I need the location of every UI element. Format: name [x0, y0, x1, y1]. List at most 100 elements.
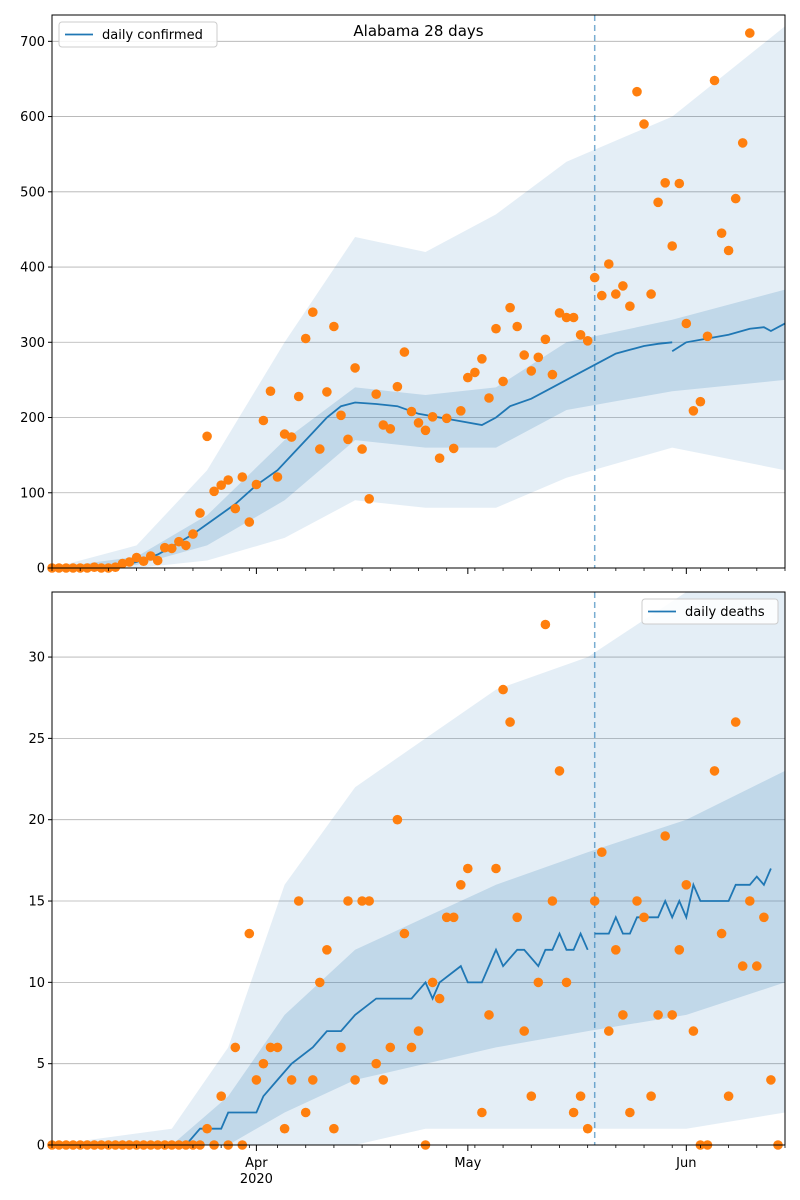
observed-point	[392, 814, 403, 825]
observed-point	[357, 896, 367, 906]
chart-title: Alabama 28 days	[353, 22, 483, 40]
observed-point	[745, 28, 755, 38]
observed-point	[688, 1026, 699, 1036]
observed-point	[434, 993, 445, 1004]
observed-point	[632, 896, 642, 906]
observed-point	[202, 1123, 212, 1134]
observed-point	[427, 412, 438, 422]
observed-point	[322, 945, 332, 955]
observed-point	[202, 431, 212, 442]
observed-point	[484, 393, 494, 403]
observed-point	[110, 562, 121, 572]
observed-point	[477, 1107, 487, 1118]
observed-point	[597, 847, 607, 857]
legend: daily confirmed	[58, 21, 218, 48]
observed-point	[216, 480, 226, 491]
observed-point	[188, 529, 198, 539]
observed-point	[441, 912, 452, 923]
observed-point	[646, 1091, 656, 1101]
observed-point	[604, 1026, 614, 1036]
observed-point	[371, 389, 382, 400]
observed-point	[554, 766, 565, 776]
y-tick-label: 20	[28, 813, 45, 828]
observed-point	[350, 1075, 360, 1085]
observed-point	[681, 318, 692, 329]
observed-point	[138, 556, 149, 566]
observed-point	[737, 961, 748, 971]
observed-point	[329, 1123, 339, 1134]
y-tick-label: 400	[20, 261, 45, 276]
observed-point	[491, 323, 501, 334]
observed-point	[639, 912, 649, 923]
observed-point	[167, 543, 177, 554]
observed-point	[491, 863, 501, 874]
observed-point	[434, 453, 445, 464]
observed-point	[364, 896, 375, 906]
observed-point	[568, 1107, 579, 1118]
legend-box	[58, 21, 218, 48]
observed-point	[759, 912, 769, 923]
legend-label: daily deaths	[685, 605, 765, 620]
observed-point	[195, 508, 205, 518]
observed-point	[660, 831, 670, 841]
observed-point	[427, 977, 438, 988]
observed-point	[723, 1091, 734, 1101]
y-tick-label: 700	[20, 35, 45, 50]
observed-point	[484, 1010, 494, 1020]
legend-box	[641, 598, 779, 625]
outer-uncertainty-band	[52, 592, 785, 1145]
observed-point	[702, 331, 713, 342]
observed-point	[350, 363, 360, 373]
observed-point	[286, 432, 297, 442]
observed-point	[89, 562, 100, 572]
observed-point	[230, 503, 241, 514]
observed-point	[265, 386, 276, 397]
observed-point	[406, 406, 417, 417]
inner-uncertainty-band	[52, 289, 785, 568]
observed-point	[145, 551, 156, 561]
observed-point	[420, 425, 431, 436]
observed-point	[343, 434, 353, 445]
observed-point	[343, 896, 353, 906]
y-tick-label: 25	[28, 732, 45, 747]
observed-point	[547, 369, 558, 380]
forecast-series-line	[671, 322, 785, 353]
observed-point	[745, 896, 755, 906]
y-tick-label: 10	[28, 976, 45, 991]
observed-point	[258, 415, 269, 426]
observed-point	[244, 928, 255, 939]
observed-point	[716, 928, 727, 939]
observed-point	[258, 1058, 269, 1069]
observed-point	[160, 542, 170, 553]
observed-point	[737, 138, 748, 148]
observed-point	[766, 1075, 776, 1085]
observed-point	[216, 1091, 226, 1101]
observed-point	[618, 1010, 628, 1020]
observed-point	[441, 413, 452, 424]
observed-point	[625, 1107, 635, 1118]
observed-point	[251, 1075, 262, 1085]
observed-point	[681, 880, 692, 890]
observed-point	[315, 977, 325, 988]
legend: daily deaths	[641, 598, 779, 625]
observed-point	[399, 347, 410, 357]
observed-point	[533, 352, 544, 363]
observed-point	[463, 372, 473, 383]
observed-point	[406, 1042, 417, 1053]
observed-point	[526, 1091, 537, 1101]
observed-point	[519, 1026, 529, 1036]
observed-point	[448, 443, 459, 454]
observed-point	[357, 444, 367, 454]
observed-point	[272, 1042, 283, 1053]
observed-point	[554, 308, 565, 318]
observed-point	[315, 444, 325, 454]
observed-point	[413, 418, 424, 428]
confirmed-panel: 0 100 200 300 400 500 600 700 Alabama 28 days dai…	[20, 14, 786, 577]
observed-point	[251, 479, 262, 490]
observed-point	[526, 366, 537, 376]
observed-point	[392, 381, 403, 392]
observed-point	[498, 376, 508, 387]
observed-point	[667, 1010, 677, 1020]
observed-point	[237, 472, 248, 482]
